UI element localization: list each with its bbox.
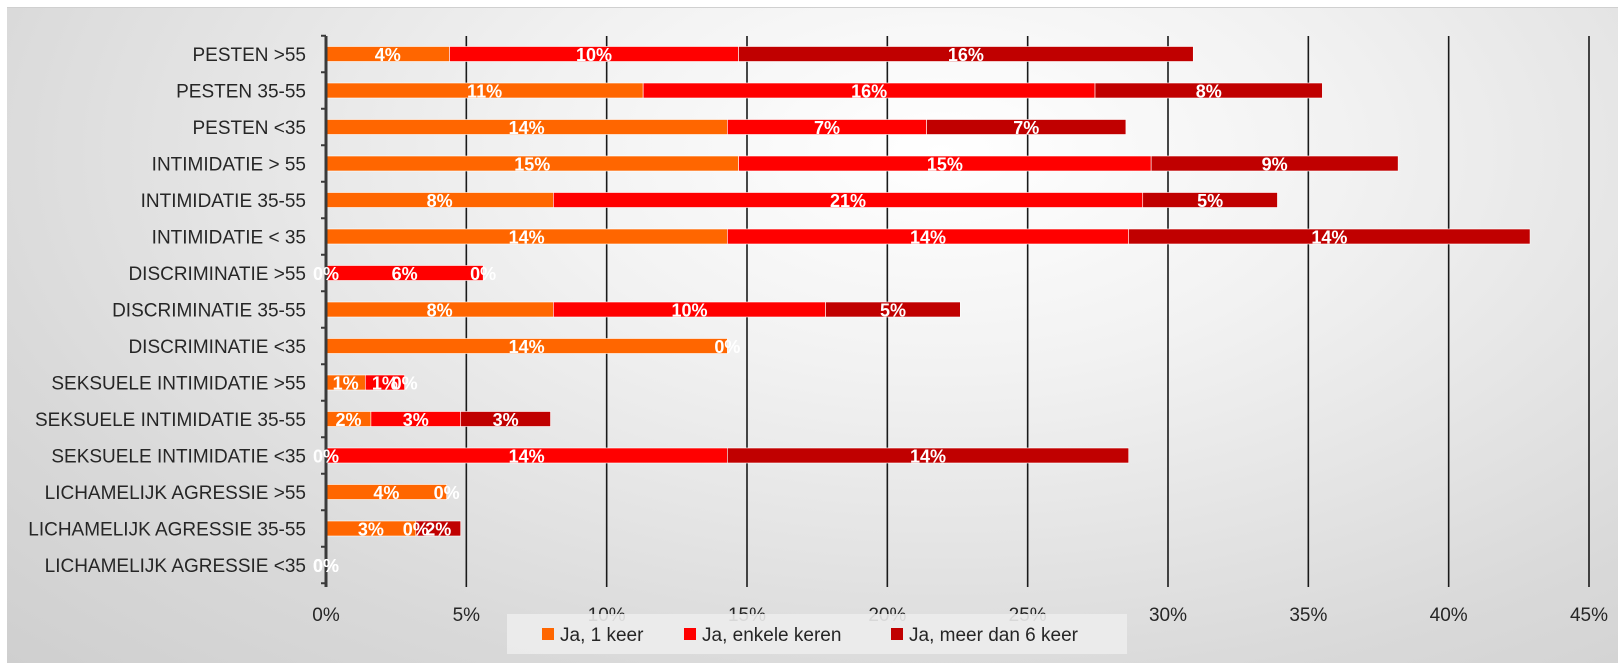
data-label: 0% (470, 264, 496, 284)
data-label: 0% (313, 556, 339, 576)
data-label: 14% (509, 228, 545, 248)
data-label: 16% (851, 82, 887, 102)
data-label: 6% (392, 264, 418, 284)
bar-segment (727, 447, 1130, 464)
data-label: 11% (467, 82, 502, 102)
category-label: LICHAMELIJK AGRESSIE <35 (45, 556, 306, 577)
data-label: 8% (427, 191, 453, 211)
category-label: DISCRIMINATIE 35-55 (112, 301, 306, 322)
chart-area (7, 7, 1618, 663)
data-label: 0% (313, 264, 339, 284)
data-label: 8% (1196, 82, 1222, 102)
data-label: 0% (313, 447, 339, 467)
category-label: DISCRIMINATIE <35 (128, 337, 306, 358)
category-label: SEKSUELE INTIMIDATIE <35 (51, 447, 306, 468)
data-label: 1% (372, 374, 398, 394)
data-label: 5% (1197, 191, 1223, 211)
data-label: 21% (830, 191, 866, 211)
legend-label: Ja, enkele keren (702, 625, 841, 646)
data-label: 0% (313, 556, 339, 576)
category-label: INTIMIDATIE < 35 (152, 228, 306, 249)
data-label: 14% (910, 228, 946, 248)
x-tick-label: 30% (1149, 605, 1187, 626)
bar-segment (1150, 155, 1399, 172)
data-label: 14% (910, 447, 946, 467)
data-label: 9% (1262, 155, 1288, 175)
data-label: 0% (403, 520, 429, 540)
category-label: INTIMIDATIE > 55 (152, 155, 306, 176)
data-label: 3% (358, 520, 384, 540)
bar-segment (926, 119, 1127, 135)
legend-swatch (891, 628, 903, 640)
data-label: 5% (880, 301, 906, 321)
data-label: 0% (392, 374, 418, 394)
category-label: SEKSUELE INTIMIDATIE 35-55 (35, 410, 306, 431)
bar-segment (364, 374, 405, 391)
bar-segment (1142, 192, 1278, 208)
data-label: 3% (403, 410, 429, 430)
legend-label: Ja, meer dan 6 keer (909, 625, 1079, 646)
data-label: 10% (576, 45, 612, 65)
data-label: 0% (714, 337, 740, 357)
legend-box (507, 614, 1127, 654)
bars (325, 46, 1531, 537)
data-label: 1% (333, 374, 359, 394)
category-label: SEKSUELE INTIMIDATIE >55 (51, 374, 306, 395)
data-label: 10% (671, 301, 707, 321)
data-label: 16% (948, 45, 984, 65)
x-tick-label: 0% (312, 605, 340, 626)
data-label: 7% (1013, 118, 1039, 138)
data-label: 14% (1311, 228, 1347, 248)
data-labels: 4% 10% 16% 11% 16% 8% 14% 7% 7% 15% 15% 9% 8% 21% 5% 14… (313, 45, 1347, 576)
category-label: PESTEN 35-55 (176, 82, 306, 103)
data-label: 8% (427, 301, 453, 321)
x-tick-label: 5% (453, 605, 481, 626)
data-label: 14% (509, 447, 545, 467)
data-label: 14% (509, 118, 545, 138)
data-label: 14% (509, 337, 545, 357)
bar-segment (825, 301, 961, 318)
legend: Ja, 1 keer Ja, enkele keren Ja, meer dan 6… (507, 614, 1127, 654)
data-label: 4% (375, 45, 401, 65)
category-label: PESTEN <35 (192, 118, 306, 139)
data-label: 2% (335, 410, 361, 430)
bar-segment (1094, 82, 1323, 99)
category-label: INTIMIDATIE 35-55 (141, 191, 306, 212)
bar-segment (460, 411, 551, 427)
legend-label: Ja, 1 keer (560, 625, 644, 646)
category-label: DISCRIMINATIE >55 (128, 264, 306, 285)
bar-segment (415, 520, 462, 537)
data-label: 15% (514, 155, 550, 175)
bar-segment (1128, 228, 1531, 245)
data-label: 7% (814, 118, 840, 138)
data-label: 0% (434, 483, 460, 503)
legend-swatch (542, 628, 554, 640)
bar-segment (738, 46, 1194, 62)
x-tick-label: 45% (1570, 605, 1608, 626)
x-tick-label: 35% (1289, 605, 1327, 626)
data-label: 3% (493, 410, 519, 430)
x-tick-label: 40% (1430, 605, 1468, 626)
data-label: 2% (425, 520, 451, 540)
data-label: 4% (373, 483, 399, 503)
category-label: LICHAMELIJK AGRESSIE >55 (45, 483, 306, 504)
legend-swatch (684, 628, 696, 640)
data-label: 15% (927, 155, 963, 175)
category-label: PESTEN >55 (192, 45, 306, 66)
category-label: LICHAMELIJK AGRESSIE 35-55 (28, 520, 306, 541)
